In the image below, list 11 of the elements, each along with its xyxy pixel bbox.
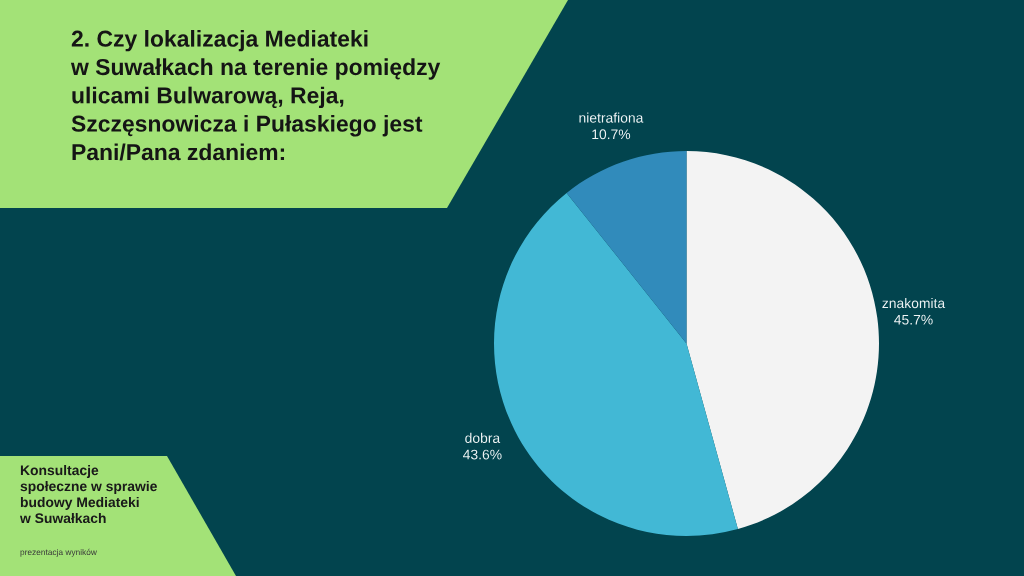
- data-label: 43.6%: [463, 449, 502, 460]
- pie-slice: [566, 151, 687, 344]
- data-label: 10.7%: [592, 129, 631, 140]
- slice-label: nietrafiona: [579, 112, 644, 123]
- text: 2. Czy lokalizacja Mediateki w Suwałkach na terenie pomiędzy ulicami Bulwarową, Reja, Szczęsnowicza i Pułaskiego jest Pani/Pana zdaniem:: [70, 30, 441, 161]
- text: Konsultacje społeczne w sprawie budowy Mediateki w Suwałkach: [19, 465, 157, 524]
- slice-label: znakomita: [882, 297, 946, 309]
- slice-label: dobra: [465, 432, 501, 443]
- text: prezentacja wyników: [20, 548, 97, 557]
- pie-slice: [686, 151, 879, 530]
- data-label: 45.7%: [894, 314, 933, 325]
